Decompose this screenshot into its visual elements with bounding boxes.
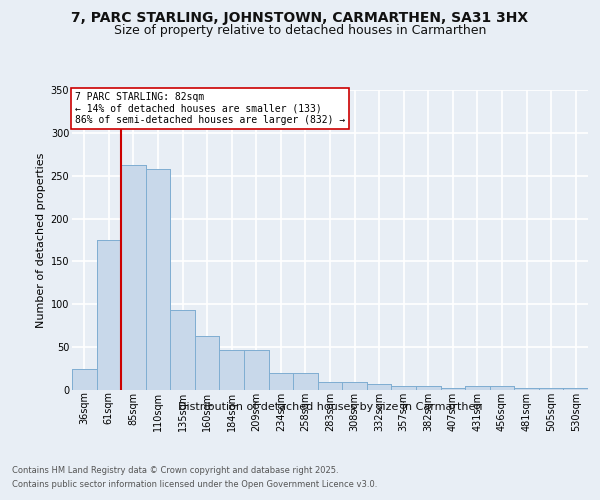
Bar	[416, 386, 440, 390]
Bar	[293, 373, 318, 390]
Bar	[563, 388, 588, 390]
Bar	[490, 386, 514, 390]
Bar	[490, 386, 514, 390]
Y-axis label: Number of detached properties: Number of detached properties	[37, 152, 46, 328]
Bar	[318, 382, 342, 390]
Bar	[244, 350, 269, 390]
Bar	[121, 164, 146, 390]
Text: Size of property relative to detached houses in Carmarthen: Size of property relative to detached ho…	[114, 24, 486, 37]
Bar	[293, 373, 318, 390]
Bar	[465, 386, 490, 390]
Bar	[440, 388, 465, 390]
Text: Distribution of detached houses by size in Carmarthen: Distribution of detached houses by size …	[178, 402, 482, 412]
Bar	[146, 169, 170, 390]
Bar	[416, 386, 440, 390]
Bar	[539, 388, 563, 390]
Bar	[244, 350, 269, 390]
Bar	[440, 388, 465, 390]
Bar	[514, 388, 539, 390]
Bar	[465, 386, 490, 390]
Bar	[220, 350, 244, 390]
Text: Contains public sector information licensed under the Open Government Licence v3: Contains public sector information licen…	[12, 480, 377, 489]
Bar	[72, 368, 97, 390]
Text: 7, PARC STARLING, JOHNSTOWN, CARMARTHEN, SA31 3HX: 7, PARC STARLING, JOHNSTOWN, CARMARTHEN,…	[71, 11, 529, 25]
Bar	[220, 350, 244, 390]
Bar	[146, 169, 170, 390]
Text: 7 PARC STARLING: 82sqm
← 14% of detached houses are smaller (133)
86% of semi-de: 7 PARC STARLING: 82sqm ← 14% of detached…	[74, 92, 345, 124]
Bar	[170, 310, 195, 390]
Bar	[97, 240, 121, 390]
Bar	[367, 384, 391, 390]
Bar	[170, 310, 195, 390]
Bar	[391, 386, 416, 390]
Bar	[318, 382, 342, 390]
Bar	[342, 382, 367, 390]
Bar	[563, 388, 588, 390]
Bar	[121, 164, 146, 390]
Text: Contains HM Land Registry data © Crown copyright and database right 2025.: Contains HM Land Registry data © Crown c…	[12, 466, 338, 475]
Bar	[367, 384, 391, 390]
Bar	[269, 373, 293, 390]
Bar	[195, 336, 220, 390]
Bar	[269, 373, 293, 390]
Bar	[97, 240, 121, 390]
Bar	[342, 382, 367, 390]
Bar	[72, 368, 97, 390]
Bar	[539, 388, 563, 390]
Bar	[195, 336, 220, 390]
Bar	[514, 388, 539, 390]
Bar	[391, 386, 416, 390]
